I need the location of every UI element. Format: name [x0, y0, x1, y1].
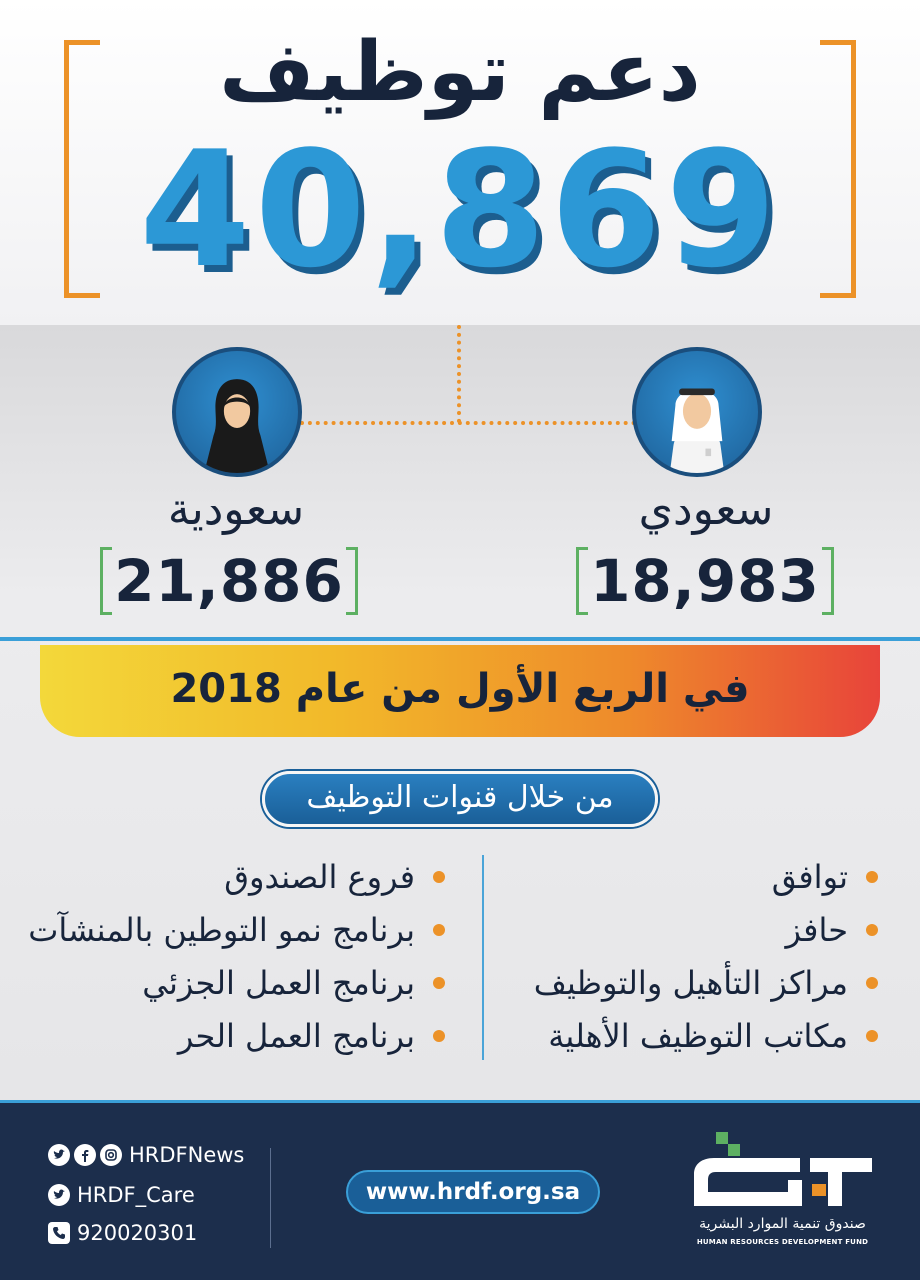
connector-horizontal: [300, 421, 636, 425]
green-bracket-left: [576, 547, 588, 615]
website-link[interactable]: www.hrdf.org.sa: [346, 1170, 600, 1214]
list-item: مراكز التأهيل والتوظيف: [534, 956, 878, 1009]
bullet-icon: [433, 870, 445, 883]
list-item: برنامج نمو التوطين بالمنشآت: [28, 903, 445, 956]
column-divider: [482, 855, 484, 1060]
phone-link[interactable]: 920020301: [48, 1218, 258, 1248]
female-count: 21,886: [100, 547, 358, 615]
bullet-icon: [433, 976, 445, 989]
channels-list-right: توافق حافز مراكز التأهيل والتوظيف مكاتب …: [534, 850, 878, 1062]
hrdf-logo-mark-icon: [694, 1132, 872, 1206]
bullet-icon: [866, 976, 878, 989]
bullet-icon: [866, 923, 878, 936]
connector-vertical: [457, 325, 461, 423]
list-item: برنامج العمل الجزئي: [28, 956, 445, 1009]
male-avatar-icon: [632, 347, 762, 477]
green-bracket-right: [346, 547, 358, 615]
left-bracket: [64, 40, 100, 298]
female-avatar-icon: [172, 347, 302, 477]
logo-arabic-name: صندوق تنمية الموارد البشرية: [699, 1216, 866, 1232]
bullet-icon: [433, 1029, 445, 1042]
female-label: سعودية: [167, 484, 305, 535]
list-item: برنامج العمل الحر: [28, 1009, 445, 1062]
list-item: مكاتب التوظيف الأهلية: [534, 1009, 878, 1062]
female-count-value: 21,886: [114, 547, 344, 615]
hrdf-logo: صندوق تنمية الموارد البشرية HUMAN RESOUR…: [680, 1128, 885, 1258]
right-bracket: [820, 40, 856, 298]
total-employed-number: 40,869: [139, 116, 781, 303]
logo-english-name: HUMAN RESOURCES DEVELOPMENT FUND: [696, 1238, 869, 1246]
facebook-icon[interactable]: [74, 1144, 96, 1166]
phone-icon[interactable]: [48, 1222, 70, 1244]
male-count-value: 18,983: [590, 547, 820, 615]
bullet-icon: [866, 1029, 878, 1042]
channels-list-left: فروع الصندوق برنامج نمو التوطين بالمنشآت…: [28, 850, 445, 1062]
period-banner: في الربع الأول من عام 2018: [40, 645, 880, 737]
header-panel: [0, 0, 920, 325]
social-care-handle[interactable]: HRDF_Care: [77, 1183, 195, 1207]
green-bracket-right: [822, 547, 834, 615]
instagram-icon[interactable]: [100, 1144, 122, 1166]
page-title: دعم توظيف: [219, 25, 701, 120]
footer-divider: [270, 1148, 271, 1248]
green-bracket-left: [100, 547, 112, 615]
list-item: فروع الصندوق: [28, 850, 445, 903]
list-item: حافز: [534, 903, 878, 956]
twitter-icon[interactable]: [48, 1144, 70, 1166]
channels-heading: من خلال قنوات التوظيف: [262, 771, 658, 827]
divider-rule: [0, 637, 920, 641]
male-label: سعودي: [638, 484, 774, 535]
phone-number[interactable]: 920020301: [77, 1221, 198, 1245]
list-item: توافق: [534, 850, 878, 903]
twitter-icon[interactable]: [48, 1184, 70, 1206]
bullet-icon: [433, 923, 445, 936]
male-count: 18,983: [576, 547, 834, 615]
bullet-icon: [866, 870, 878, 883]
social-news-handle[interactable]: HRDFNews: [129, 1143, 245, 1167]
social-news-link[interactable]: HRDFNews: [48, 1140, 258, 1170]
social-care-link[interactable]: HRDF_Care: [48, 1180, 258, 1210]
